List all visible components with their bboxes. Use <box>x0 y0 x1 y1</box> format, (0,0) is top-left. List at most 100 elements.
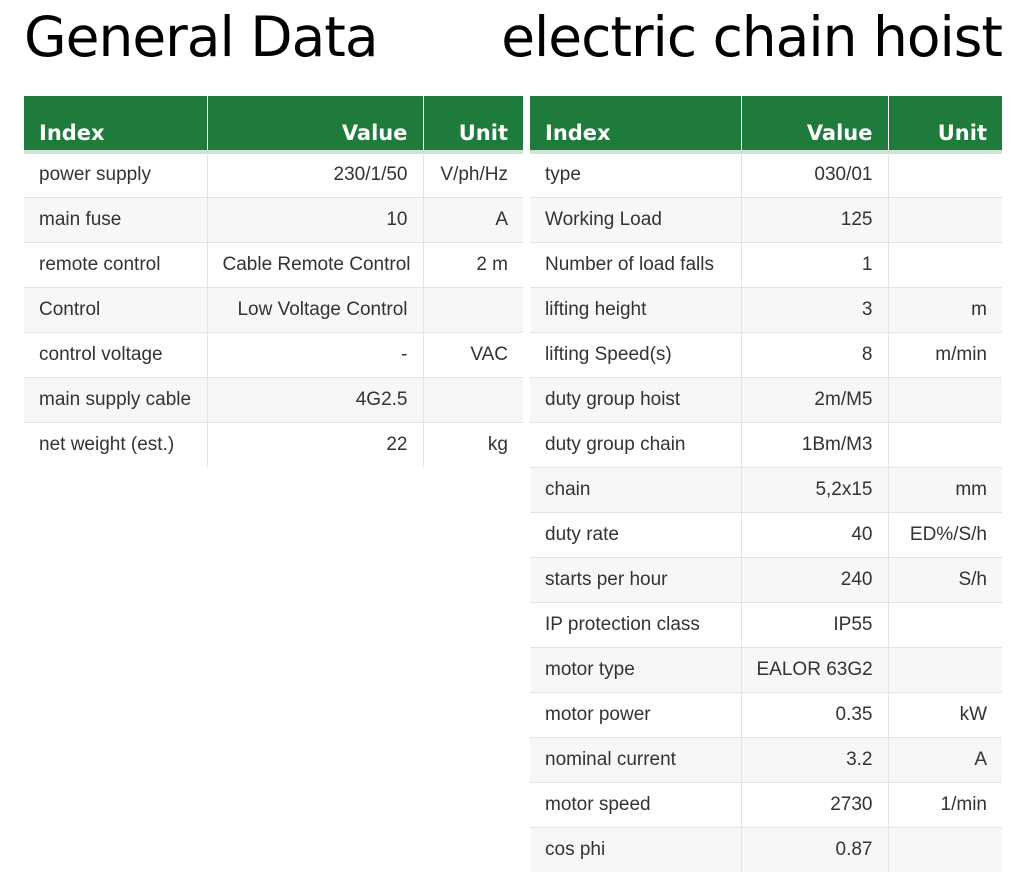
cell-unit <box>888 422 1002 468</box>
cell-unit <box>888 242 1002 288</box>
cell-index: cos phi <box>530 827 742 872</box>
cell-unit <box>423 377 523 423</box>
cell-value: 2m/M5 <box>741 377 889 423</box>
cell-unit: 1/min <box>888 782 1002 828</box>
table-row: net weight (est.) 22 kg <box>24 422 523 467</box>
table-row: chain 5,2x15 mm <box>530 467 1002 513</box>
table-row: Number of load falls 1 <box>530 242 1002 288</box>
cell-value: 4G2.5 <box>207 377 424 423</box>
cell-value: 2730 <box>741 782 889 828</box>
general-data-table: Index Value Unit power supply 230/1/50 V/p… <box>24 96 523 467</box>
cell-value: 8 <box>741 332 889 378</box>
table-row: duty group hoist 2m/M5 <box>530 377 1002 423</box>
table-row: remote control Cable Remote Control 2 m <box>24 242 523 288</box>
cell-unit <box>888 377 1002 423</box>
cell-value: 22 <box>207 422 424 467</box>
cell-unit: m/min <box>888 332 1002 378</box>
cell-value: 0.87 <box>741 827 889 872</box>
table-row: lifting Speed(s) 8 m/min <box>530 332 1002 378</box>
cell-index: power supply <box>24 152 208 198</box>
column-header-value: Value <box>207 96 424 154</box>
column-header-unit: Unit <box>888 96 1002 154</box>
cell-index: motor power <box>530 692 742 738</box>
column-header-index: Index <box>24 96 208 154</box>
cell-index: Working Load <box>530 197 742 243</box>
table-row: lifting height 3 m <box>530 287 1002 333</box>
table-row: power supply 230/1/50 V/ph/Hz <box>24 152 523 198</box>
cell-index: motor type <box>530 647 742 693</box>
cell-index: nominal current <box>530 737 742 783</box>
cell-index: lifting Speed(s) <box>530 332 742 378</box>
cell-index: chain <box>530 467 742 513</box>
cell-index: remote control <box>24 242 208 288</box>
cell-value: Low Voltage Control <box>207 287 424 333</box>
table-row: motor speed 2730 1/min <box>530 782 1002 828</box>
cell-value: 230/1/50 <box>207 152 424 198</box>
cell-value: 1 <box>741 242 889 288</box>
cell-value: Cable Remote Control <box>207 242 424 288</box>
cell-unit: ED%/S/h <box>888 512 1002 558</box>
cell-unit: 2 m <box>423 242 523 288</box>
cell-value: IP55 <box>741 602 889 648</box>
table-row: IP protection class IP55 <box>530 602 1002 648</box>
table-row: type 030/01 <box>530 152 1002 198</box>
cell-index: starts per hour <box>530 557 742 603</box>
table-row: duty group chain 1Bm/M3 <box>530 422 1002 468</box>
table-row: Control Low Voltage Control <box>24 287 523 333</box>
cell-index: main supply cable <box>24 377 208 423</box>
cell-value: - <box>207 332 424 378</box>
table-row: Working Load 125 <box>530 197 1002 243</box>
cell-unit: A <box>888 737 1002 783</box>
column-header-unit: Unit <box>423 96 523 154</box>
cell-index: IP protection class <box>530 602 742 648</box>
cell-value: 40 <box>741 512 889 558</box>
table-row: main supply cable 4G2.5 <box>24 377 523 423</box>
cell-index: duty rate <box>530 512 742 558</box>
cell-value: 3.2 <box>741 737 889 783</box>
cell-unit: S/h <box>888 557 1002 603</box>
cell-index: control voltage <box>24 332 208 378</box>
general-data-title: General Data <box>24 5 379 69</box>
cell-unit: A <box>423 197 523 243</box>
column-header-value: Value <box>741 96 889 154</box>
cell-index: duty group hoist <box>530 377 742 423</box>
electric-chain-hoist-title: electric chain hoist <box>501 5 1003 69</box>
cell-index: main fuse <box>24 197 208 243</box>
table-header-row: Index Value Unit <box>530 96 1002 154</box>
cell-value: EALOR 63G2 <box>741 647 889 693</box>
cell-index: Control <box>24 287 208 333</box>
table-row: starts per hour 240 S/h <box>530 557 1002 603</box>
cell-value: 0.35 <box>741 692 889 738</box>
cell-unit <box>888 827 1002 872</box>
cell-unit: kg <box>487 433 508 455</box>
cell-unit <box>888 197 1002 243</box>
table-row: nominal current 3.2 A <box>530 737 1002 783</box>
cell-value: 1Bm/M3 <box>741 422 889 468</box>
table-row: duty rate 40 ED%/S/h <box>530 512 1002 558</box>
cell-value: 125 <box>741 197 889 243</box>
electric-chain-hoist-table: Index Value Unit type 030/01 Working Load 1… <box>530 96 1002 872</box>
column-header-index: Index <box>530 96 742 154</box>
cell-index: type <box>530 152 742 198</box>
cell-unit: VAC <box>423 332 523 378</box>
table-row: motor type EALOR 63G2 <box>530 647 1002 693</box>
cell-unit <box>888 152 1002 198</box>
cell-index: motor speed <box>530 782 742 828</box>
cell-value: 030/01 <box>741 152 889 198</box>
cell-index: Number of load falls <box>530 242 742 288</box>
cell-value: 240 <box>741 557 889 603</box>
cell-unit: V/ph/Hz <box>423 152 523 198</box>
table-header-row: Index Value Unit <box>24 96 523 154</box>
cell-unit: kW <box>888 692 1002 738</box>
table-row: main fuse 10 A <box>24 197 523 243</box>
table-row: motor power 0.35 kW <box>530 692 1002 738</box>
cell-value: 3 <box>741 287 889 333</box>
cell-unit <box>423 287 523 333</box>
cell-index: duty group chain <box>530 422 742 468</box>
cell-index: net weight (est.) <box>24 422 208 467</box>
cell-unit <box>888 602 1002 648</box>
table-row: cos phi 0.87 <box>530 827 1002 872</box>
cell-index: lifting height <box>530 287 742 333</box>
cell-unit: mm <box>888 467 1002 513</box>
cell-value: 5,2x15 <box>741 467 889 513</box>
